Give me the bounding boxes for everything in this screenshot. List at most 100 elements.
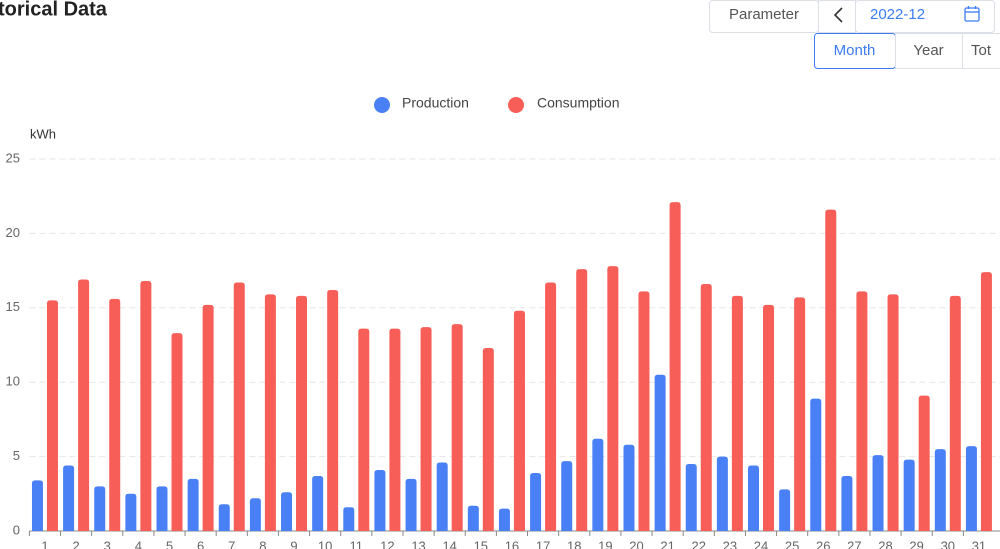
x-tick-label: 10 (318, 538, 332, 549)
bar (46, 300, 58, 531)
bar (841, 475, 853, 531)
tab-label[interactable]: Year (913, 42, 943, 59)
bar (171, 333, 183, 531)
bar (233, 282, 245, 531)
x-tick-label: 26 (816, 538, 830, 549)
x-tick-label: 31 (972, 538, 986, 549)
bar (669, 202, 681, 532)
bar (498, 508, 510, 531)
bar (872, 455, 884, 531)
bar (654, 374, 666, 531)
tabs: Month Year Tot (814, 33, 1000, 69)
bar (513, 310, 525, 531)
bar (436, 462, 448, 531)
x-tick-label: 5 (166, 538, 173, 549)
bar (156, 486, 168, 531)
bar (685, 464, 697, 531)
bar (327, 289, 339, 531)
bar (779, 489, 791, 531)
bar (576, 269, 588, 531)
x-tick-label: 19 (598, 538, 612, 549)
bar (716, 456, 728, 531)
y-tick-label: 25 (6, 150, 20, 165)
bar (343, 507, 355, 531)
date-picker[interactable]: 2022-12 (855, 0, 995, 33)
bar (31, 480, 43, 531)
prev-button[interactable] (818, 0, 856, 33)
y-axis-unit: kWh (30, 126, 56, 141)
parameter-button[interactable]: Parameter (709, 0, 819, 33)
bar (125, 493, 137, 531)
bar (887, 294, 899, 531)
x-tick-label: 4 (135, 538, 142, 549)
x-tick-label: 24 (754, 538, 768, 549)
date-value[interactable]: 2022-12 (870, 6, 925, 23)
parameter-label[interactable]: Parameter (729, 6, 799, 23)
bar (78, 279, 90, 531)
legend-marker (508, 97, 524, 113)
bar (561, 461, 573, 531)
bar (638, 291, 650, 531)
bar (545, 282, 557, 531)
bar (918, 395, 930, 531)
bar (607, 266, 619, 531)
y-tick-label: 20 (6, 225, 20, 240)
bar (109, 298, 121, 531)
x-tick-label: 2 (72, 538, 79, 549)
date-box[interactable] (855, 0, 995, 33)
x-tick-label: 8 (259, 538, 266, 549)
x-tick-label: 29 (909, 538, 923, 549)
page-title: torical Data (0, 0, 108, 20)
bar (592, 438, 604, 531)
bar (374, 469, 386, 531)
x-tick-label: 27 (847, 538, 861, 549)
prev-icon[interactable] (833, 7, 843, 23)
tab-box[interactable] (962, 33, 1000, 69)
legend-marker (374, 97, 390, 113)
bar (140, 281, 152, 531)
x-tick-label: 20 (629, 538, 643, 549)
tab-box[interactable] (895, 33, 963, 69)
x-tick-label: 9 (290, 538, 297, 549)
bar (810, 398, 822, 531)
bar (903, 459, 915, 531)
x-tick-label: 11 (350, 538, 364, 549)
bar (94, 486, 106, 531)
bar (281, 492, 293, 531)
y-tick-label: 5 (13, 448, 20, 463)
bar (467, 505, 479, 531)
y-tick-label: 0 (13, 522, 20, 537)
x-tick-label: 3 (104, 538, 111, 549)
bar (218, 504, 230, 531)
y-tick-label: 10 (6, 374, 20, 389)
bar (623, 444, 635, 531)
bar (763, 304, 775, 531)
x-tick-label: 14 (442, 538, 456, 549)
bar (358, 328, 370, 531)
bar (405, 478, 417, 531)
x-tick-label: 18 (567, 538, 581, 549)
legend-label: Consumption (537, 95, 620, 111)
tab-label[interactable]: Month (834, 42, 876, 59)
x-tick-label: 12 (380, 538, 394, 549)
bar (389, 328, 401, 531)
tab-label[interactable]: Tot (971, 42, 992, 59)
legend-label: Production (402, 95, 469, 111)
bar (451, 324, 463, 531)
x-tick-label: 30 (941, 538, 955, 549)
bar (965, 446, 977, 531)
bar (825, 209, 837, 532)
x-tick-label: 16 (505, 538, 519, 549)
bar (980, 272, 992, 531)
bar (202, 304, 214, 531)
bar (856, 291, 868, 531)
bar (63, 465, 75, 531)
x-tick-label: 7 (228, 538, 235, 549)
bar (249, 498, 261, 531)
y-tick-label: 15 (6, 299, 20, 314)
calendar-icon[interactable] (964, 6, 980, 22)
bar (949, 295, 961, 531)
bar (296, 295, 308, 531)
x-tick-label: 22 (692, 538, 706, 549)
